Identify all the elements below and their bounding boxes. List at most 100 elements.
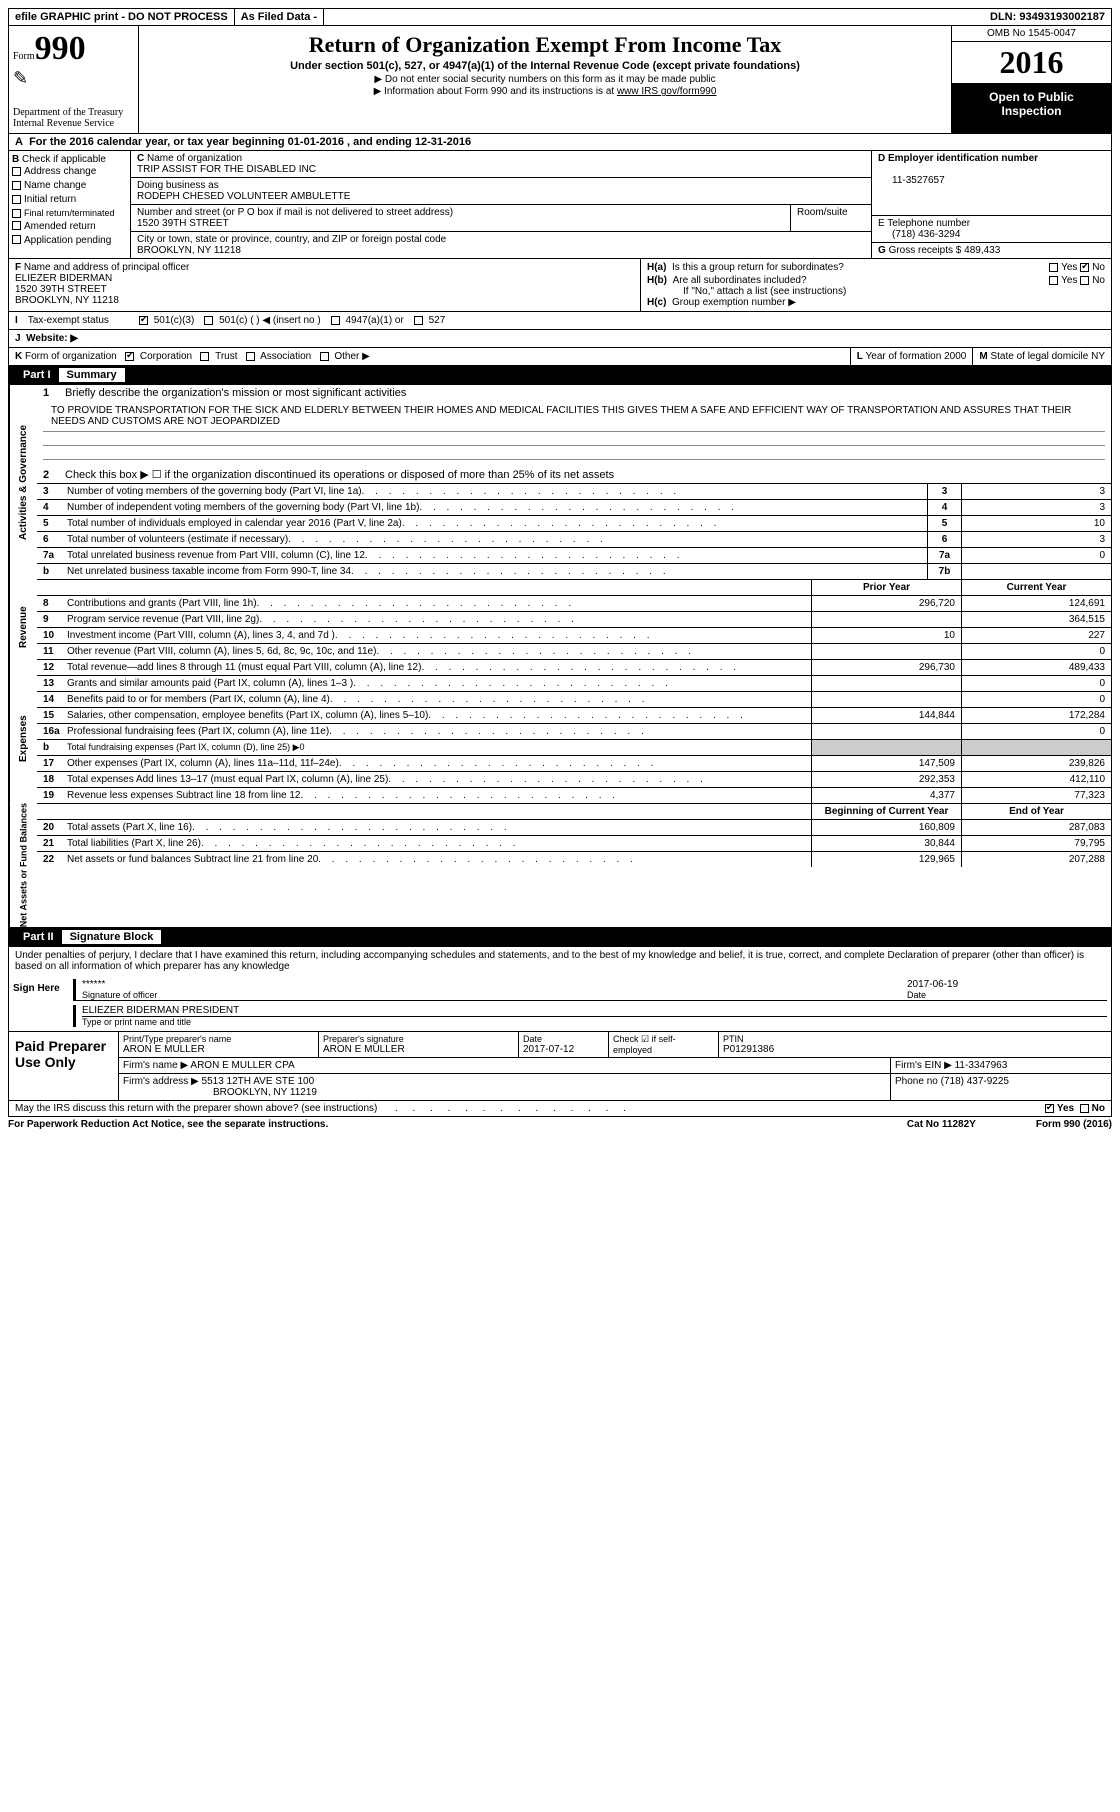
sig-date: 2017-06-19 bbox=[907, 979, 1107, 990]
discuss-yes[interactable] bbox=[1045, 1104, 1054, 1113]
ha-yes[interactable] bbox=[1049, 263, 1058, 272]
self-employed-check[interactable]: Check ☑ if self-employed bbox=[609, 1032, 719, 1057]
cb-address-change[interactable]: Address change bbox=[12, 165, 127, 179]
section-bcdeg: B Check if applicable Address change Nam… bbox=[8, 151, 1112, 259]
discuss-no[interactable] bbox=[1080, 1104, 1089, 1113]
data-line: 18Total expenses Add lines 13–17 (must e… bbox=[37, 771, 1111, 787]
col-c: C Name of organization TRIP ASSIST FOR T… bbox=[131, 151, 871, 258]
data-line: 20Total assets (Part X, line 16) 160,809… bbox=[37, 819, 1111, 835]
cb-name-change[interactable]: Name change bbox=[12, 179, 127, 193]
efile-notice: efile GRAPHIC print - DO NOT PROCESS bbox=[9, 9, 235, 25]
paid-preparer-label: Paid Preparer Use Only bbox=[9, 1032, 119, 1100]
paid-preparer-block: Paid Preparer Use Only Print/Type prepar… bbox=[8, 1032, 1112, 1101]
open-to-public: Open to Public Inspection bbox=[952, 84, 1111, 133]
side-revenue: Revenue bbox=[9, 579, 37, 675]
cb-501c[interactable] bbox=[204, 316, 213, 325]
header-right: OMB No 1545-0047 2016 Open to Public Ins… bbox=[951, 26, 1111, 133]
top-bar: efile GRAPHIC print - DO NOT PROCESS As … bbox=[8, 8, 1112, 26]
cb-501c3[interactable] bbox=[139, 316, 148, 325]
form-subtitle: Under section 501(c), 527, or 4947(a)(1)… bbox=[149, 60, 941, 72]
row-j-website: J Website: ▶ bbox=[8, 330, 1112, 348]
part-1-header: Part I Summary bbox=[8, 366, 1112, 385]
section-net-assets: Net Assets or Fund Balances Beginning of… bbox=[8, 803, 1112, 928]
perjury-statement: Under penalties of perjury, I declare th… bbox=[8, 947, 1112, 975]
cat-no: Cat No 11282Y bbox=[907, 1119, 976, 1130]
officer-name: ELIEZER BIDERMAN bbox=[15, 273, 112, 284]
phone: (718) 436-3294 bbox=[878, 229, 960, 240]
section-fh: F Name and address of principal officer … bbox=[8, 259, 1112, 312]
gov-line: 3Number of voting members of the governi… bbox=[37, 483, 1111, 499]
street-cell: Number and street (or P O box if mail is… bbox=[131, 205, 871, 232]
data-line: 16aProfessional fundraising fees (Part I… bbox=[37, 723, 1111, 739]
form-ref: Form 990 (2016) bbox=[1036, 1119, 1112, 1130]
gov-line: 5Total number of individuals employed in… bbox=[37, 515, 1111, 531]
data-line: 19Revenue less expenses Subtract line 18… bbox=[37, 787, 1111, 803]
gross-receipts-cell: G Gross receipts $ 489,433 bbox=[872, 243, 1111, 258]
data-line: 17Other expenses (Part IX, column (A), l… bbox=[37, 755, 1111, 771]
street: 1520 39TH STREET bbox=[137, 218, 229, 229]
data-line: 13Grants and similar amounts paid (Part … bbox=[37, 675, 1111, 691]
pra-notice: For Paperwork Reduction Act Notice, see … bbox=[8, 1119, 328, 1130]
dept-line2: Internal Revenue Service bbox=[13, 118, 134, 129]
omb-number: OMB No 1545-0047 bbox=[952, 26, 1111, 42]
note-ssn: ▶ Do not enter social security numbers o… bbox=[149, 74, 941, 85]
form-title: Return of Organization Exempt From Incom… bbox=[149, 32, 941, 58]
cb-4947[interactable] bbox=[331, 316, 340, 325]
sign-here-block: Sign Here ****** Signature of officer 20… bbox=[8, 975, 1112, 1032]
gov-line: 4Number of independent voting members of… bbox=[37, 499, 1111, 515]
rev-header: Prior Year Current Year bbox=[37, 579, 1111, 595]
officer-name-title: ELIEZER BIDERMAN PRESIDENT bbox=[82, 1005, 1107, 1017]
row-klm: K Form of organization Corporation Trust… bbox=[8, 348, 1112, 366]
ein-cell: D Employer identification number 11-3527… bbox=[872, 151, 1111, 216]
dba-cell: Doing business as RODEPH CHESED VOLUNTEE… bbox=[131, 178, 871, 205]
gov-table: 3Number of voting members of the governi… bbox=[37, 483, 1111, 579]
data-line: 10Investment income (Part VIII, column (… bbox=[37, 627, 1111, 643]
h-block: H(a) Is this a group return for subordin… bbox=[641, 259, 1111, 311]
sig-stars: ****** bbox=[82, 979, 907, 990]
as-filed: As Filed Data - bbox=[235, 9, 324, 25]
data-line: bTotal fundraising expenses (Part IX, co… bbox=[37, 739, 1111, 755]
data-line: 15Salaries, other compensation, employee… bbox=[37, 707, 1111, 723]
cb-final-return[interactable]: Final return/terminated bbox=[12, 207, 127, 220]
cb-other[interactable] bbox=[320, 352, 329, 361]
discuss-row: May the IRS discuss this return with the… bbox=[8, 1101, 1112, 1117]
ein: 11-3527657 bbox=[878, 175, 945, 186]
cb-527[interactable] bbox=[414, 316, 423, 325]
year-formation: 2000 bbox=[944, 351, 966, 362]
preparer-sig: ARON E MULLER bbox=[323, 1044, 514, 1055]
data-line: 22Net assets or fund balances Subtract l… bbox=[37, 851, 1111, 867]
data-line: 11Other revenue (Part VIII, column (A), … bbox=[37, 643, 1111, 659]
data-line: 14Benefits paid to or for members (Part … bbox=[37, 691, 1111, 707]
hb-yes[interactable] bbox=[1049, 276, 1058, 285]
form-header: Form990 ✎ Department of the Treasury Int… bbox=[8, 26, 1112, 134]
form-num: 990 bbox=[35, 30, 86, 67]
col-b-checkboxes: B Check if applicable Address change Nam… bbox=[9, 151, 131, 258]
state-domicile: NY bbox=[1091, 351, 1105, 362]
page-footer: For Paperwork Reduction Act Notice, see … bbox=[8, 1117, 1112, 1132]
cb-pending[interactable]: Application pending bbox=[12, 234, 127, 248]
section-activities: Activities & Governance 1 Briefly descri… bbox=[8, 385, 1112, 579]
side-activities: Activities & Governance bbox=[9, 385, 37, 579]
org-name: TRIP ASSIST FOR THE DISABLED INC bbox=[137, 164, 316, 175]
cb-initial-return[interactable]: Initial return bbox=[12, 193, 127, 207]
note-info: ▶ Information about Form 990 and its ins… bbox=[149, 86, 941, 97]
side-expenses: Expenses bbox=[9, 675, 37, 803]
cb-corp[interactable] bbox=[125, 352, 134, 361]
cb-assoc[interactable] bbox=[246, 352, 255, 361]
ha-no[interactable] bbox=[1080, 263, 1089, 272]
city: BROOKLYN, NY 11218 bbox=[137, 245, 241, 256]
cb-trust[interactable] bbox=[200, 352, 209, 361]
cb-amended[interactable]: Amended return bbox=[12, 220, 127, 234]
dln-label: DLN: bbox=[990, 11, 1016, 23]
hb-no[interactable] bbox=[1080, 276, 1089, 285]
org-name-cell: C Name of organization TRIP ASSIST FOR T… bbox=[131, 151, 871, 178]
dln: DLN: 93493193002187 bbox=[984, 9, 1111, 25]
side-net: Net Assets or Fund Balances bbox=[9, 803, 37, 927]
form-number: Form990 bbox=[13, 30, 134, 68]
line-2: 2 Check this box ▶ ☐ if the organization… bbox=[37, 466, 1111, 483]
sign-here-label: Sign Here bbox=[9, 975, 69, 1031]
section-revenue: Revenue Prior Year Current Year 8Contrib… bbox=[8, 579, 1112, 675]
dept: Department of the Treasury Internal Reve… bbox=[13, 107, 134, 129]
firm-ein: 11-3347963 bbox=[955, 1060, 1008, 1071]
ptin: P01291386 bbox=[723, 1044, 1107, 1055]
